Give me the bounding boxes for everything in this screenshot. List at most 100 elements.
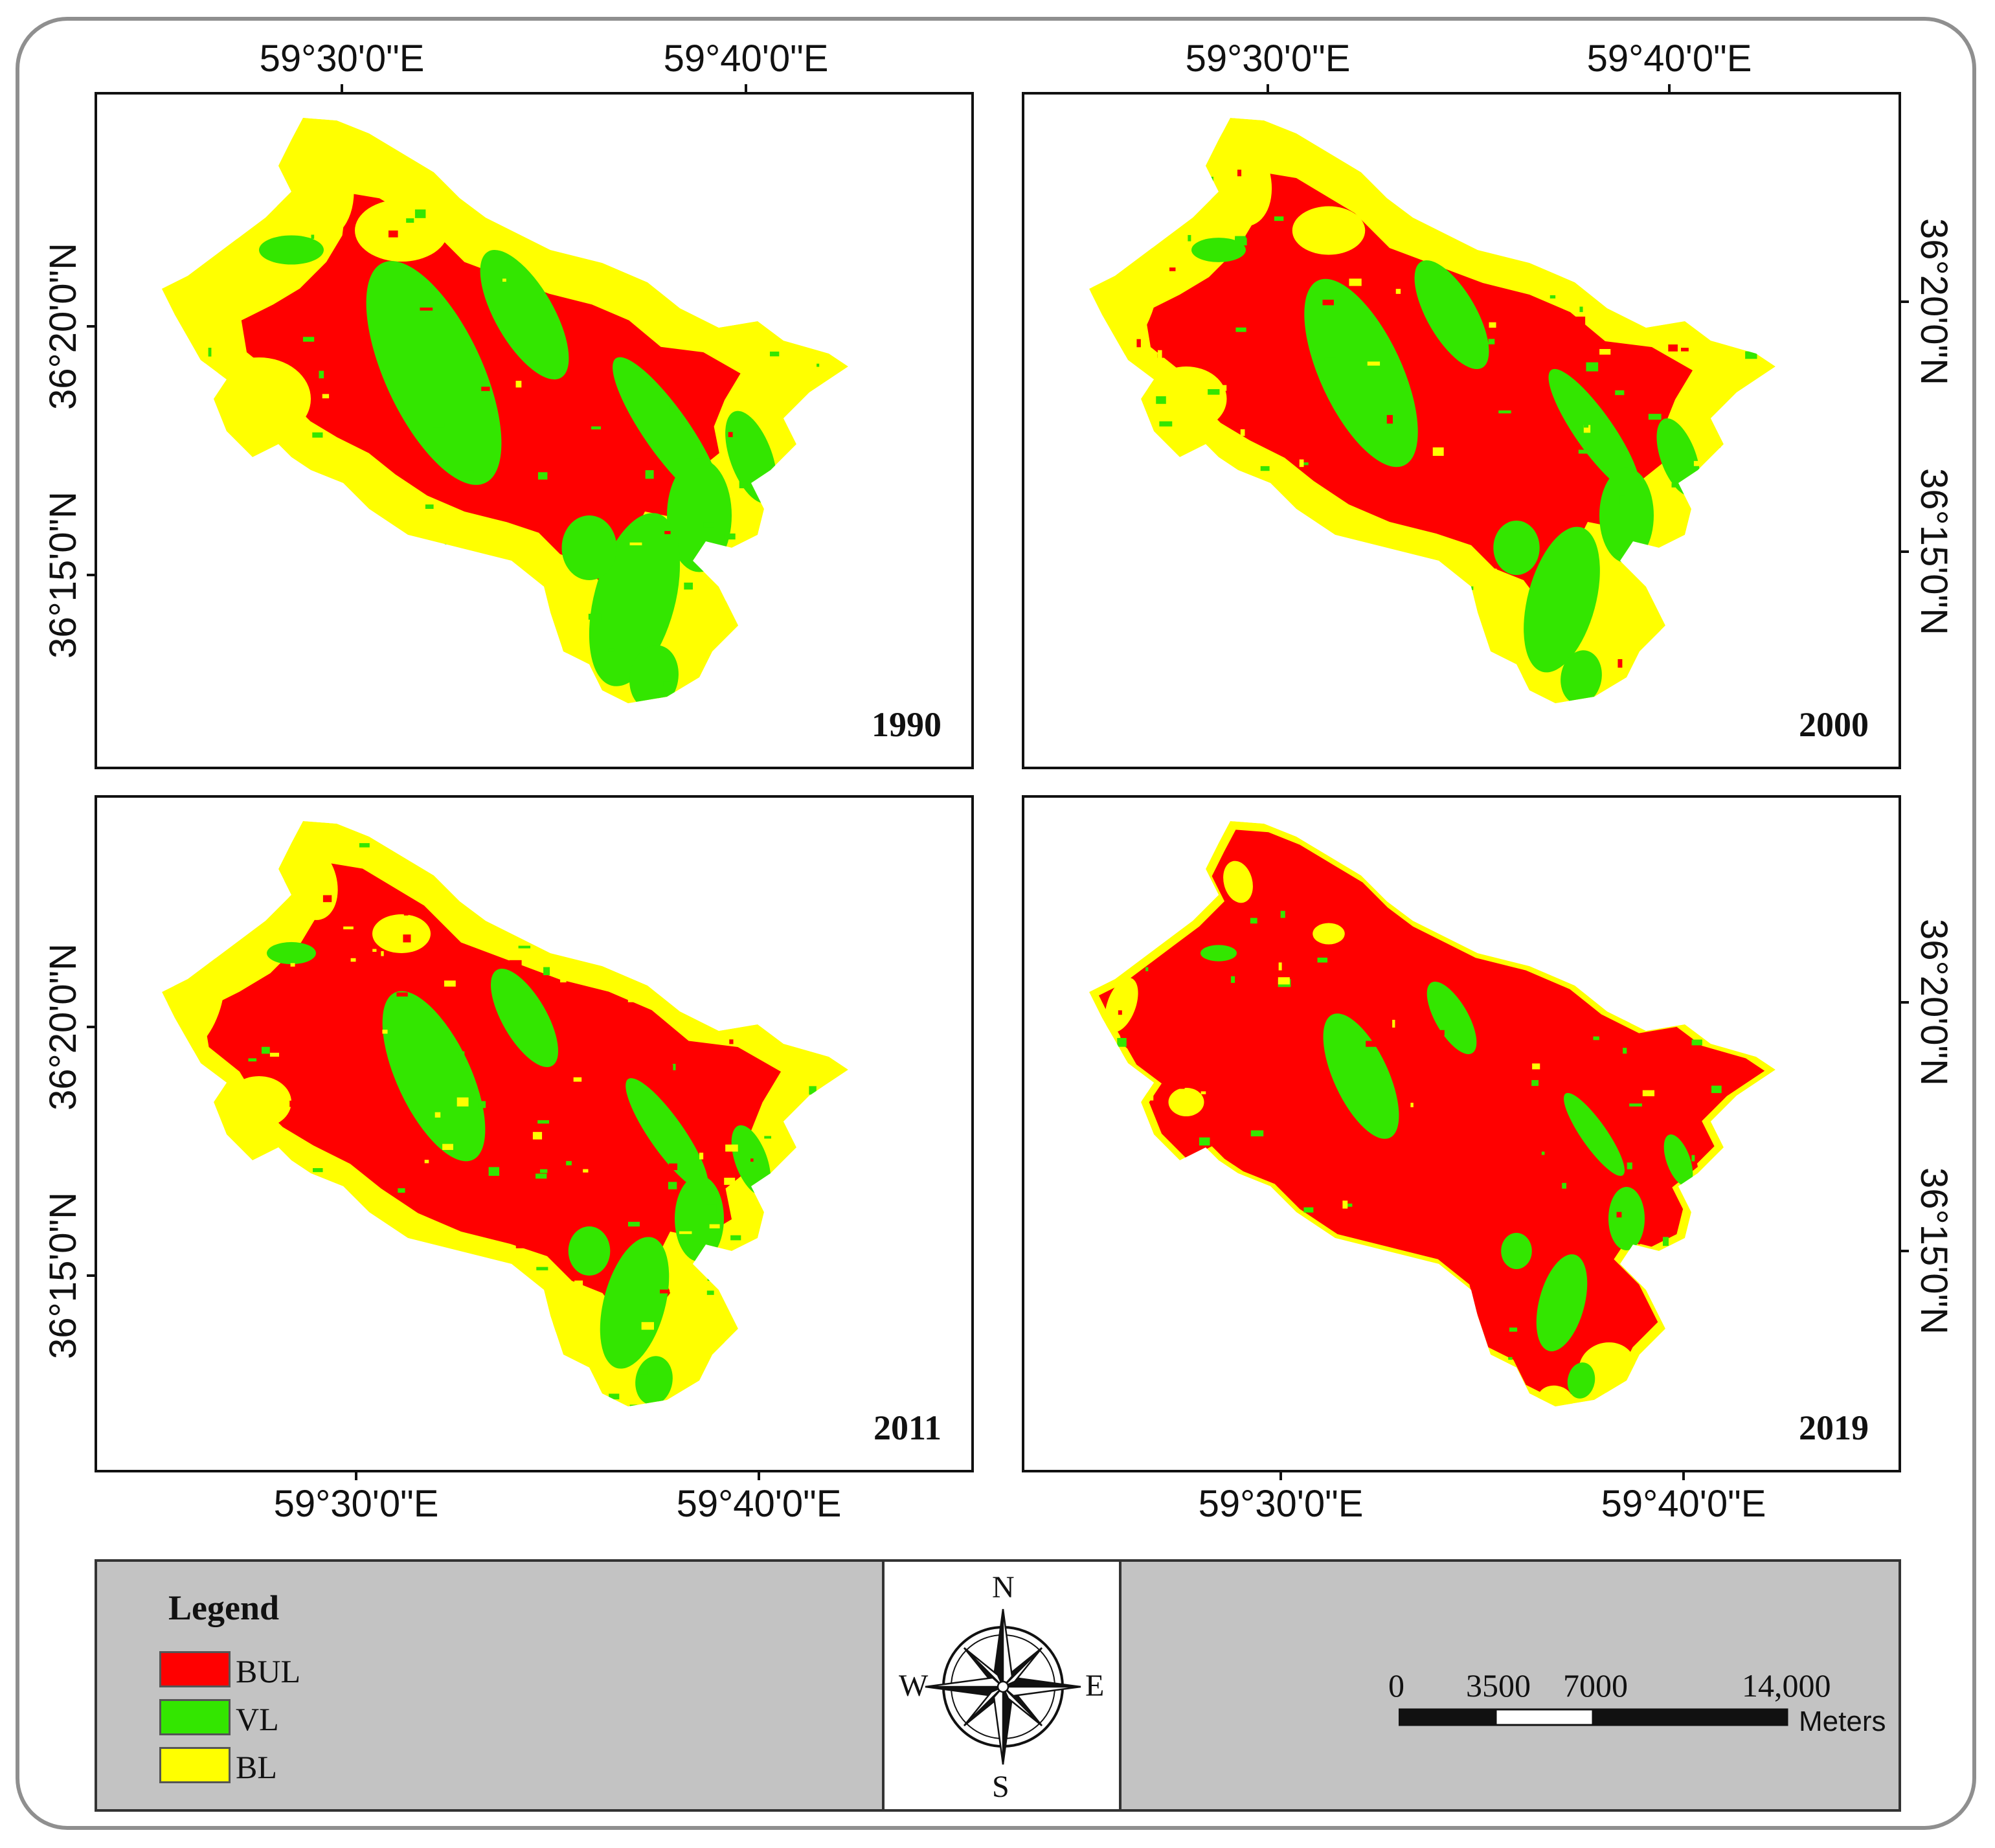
land-use-speckle [381,951,384,956]
land-use-speckle [1117,1038,1127,1047]
land-use-speckle [585,1093,589,1100]
compass-west-label: W [899,1669,929,1703]
land-use-speckle [414,209,426,218]
land-use-speckle [1621,1191,1634,1195]
land-use-speckle [666,876,680,885]
land-use-speckle [247,665,253,670]
land-use-speckle [550,1365,561,1371]
land-use-speckle [446,1266,453,1270]
land-use-speckle [791,234,801,241]
bare-land-patch [1223,861,1253,903]
land-use-speckle [442,1144,453,1150]
land-use-speckle [799,1122,809,1132]
land-use-speckle [1305,1170,1314,1175]
land-use-speckle [1200,1201,1206,1210]
land-use-speckle [324,677,335,685]
bottom-right-lon-40: 59°40'0"E [1601,1483,1766,1525]
land-use-speckle [1573,471,1578,476]
land-use-speckle [746,1270,752,1280]
land-use-speckle [1306,1252,1310,1257]
land-use-speckle [1330,554,1338,559]
land-use-speckle [305,1250,312,1254]
land-use-speckle [515,381,522,388]
land-use-speckle [1616,1211,1622,1218]
land-use-speckle [592,907,603,912]
land-use-speckle [195,352,205,361]
land-use-speckle [662,1093,675,1097]
land-use-speckle [735,996,745,1004]
land-use-speckle [398,1188,405,1193]
year-label: 2019 [1799,1408,1869,1447]
land-use-speckle [765,477,774,486]
land-use-speckle [795,1354,802,1358]
land-use-speckle [1659,243,1667,248]
land-use-speckle [473,1353,479,1356]
vegetation-patch [1524,526,1600,673]
land-use-speckle [1380,254,1392,264]
land-use-speckle [1619,495,1625,504]
land-use-speckle [1121,1052,1127,1061]
land-use-speckle [400,1338,409,1344]
land-use-speckle [1669,964,1675,970]
land-use-speckle [668,1182,677,1189]
land-use-speckle [1677,1307,1688,1315]
land-use-speckle [761,570,773,578]
land-use-speckle [1303,462,1309,466]
top-right-lon-40: 59°40'0"E [1586,38,1752,80]
scale-bar-graphic [1399,1708,1788,1726]
land-use-speckle [1515,204,1521,212]
land-use-speckle [1750,225,1763,230]
land-use-speckle [1432,447,1444,456]
land-use-speckle [664,531,671,534]
land-use-speckle [1121,637,1132,645]
land-use-speckle [536,1267,548,1270]
compass-east-label: E [1085,1669,1105,1703]
land-use-speckle [289,1100,300,1107]
land-use-speckle [1761,609,1769,618]
land-use-speckle [1349,278,1362,286]
bare-land-patch [1204,131,1272,227]
land-use-speckle [1488,339,1495,344]
land-use-speckle [415,839,428,843]
left-bottom-lat-20: 36°20'0"N [42,943,84,1111]
land-use-speckle [466,1096,474,1099]
land-use-speckle [1263,511,1266,515]
land-use-speckle [1668,344,1678,352]
land-use-speckle [730,155,734,161]
land-use-speckle [255,1203,261,1208]
land-use-speckle [1156,512,1159,520]
land-use-speckle [804,883,813,889]
land-use-speckle [1159,421,1173,427]
land-use-speckle [1531,1080,1539,1087]
land-use-speckle [465,877,475,885]
land-use-speckle [473,898,482,903]
vegetation-patch [561,515,617,580]
land-use-speckle [706,1204,717,1214]
land-use-speckle [220,1109,224,1116]
land-use-speckle [350,958,356,962]
land-use-speckle [724,1177,736,1185]
land-use-speckle [444,980,456,987]
land-use-speckle [220,1343,232,1353]
land-use-speckle [1280,910,1285,918]
land-use-speckle [629,945,640,950]
land-use-speckle [465,470,474,473]
land-use-speckle [1261,429,1271,433]
scale-tick-14000: 14,000 [1742,1667,1831,1704]
land-use-speckle [1193,649,1201,654]
land-use-speckle [190,1107,201,1115]
tick-mark [87,325,96,328]
land-use-speckle [1235,236,1246,243]
land-use-speckle [405,1329,418,1334]
land-use-speckle [1188,234,1191,242]
land-use-speckle [324,1211,335,1216]
land-use-speckle [739,481,748,489]
built-up-area [203,862,781,1318]
land-use-speckle [669,405,676,412]
land-use-speckle [1327,638,1331,643]
land-use-speckle [663,681,672,686]
land-use-speckle [684,582,693,590]
year-label: 2000 [1799,705,1869,744]
land-use-speckle [579,926,583,930]
land-use-speckle [1485,940,1489,948]
